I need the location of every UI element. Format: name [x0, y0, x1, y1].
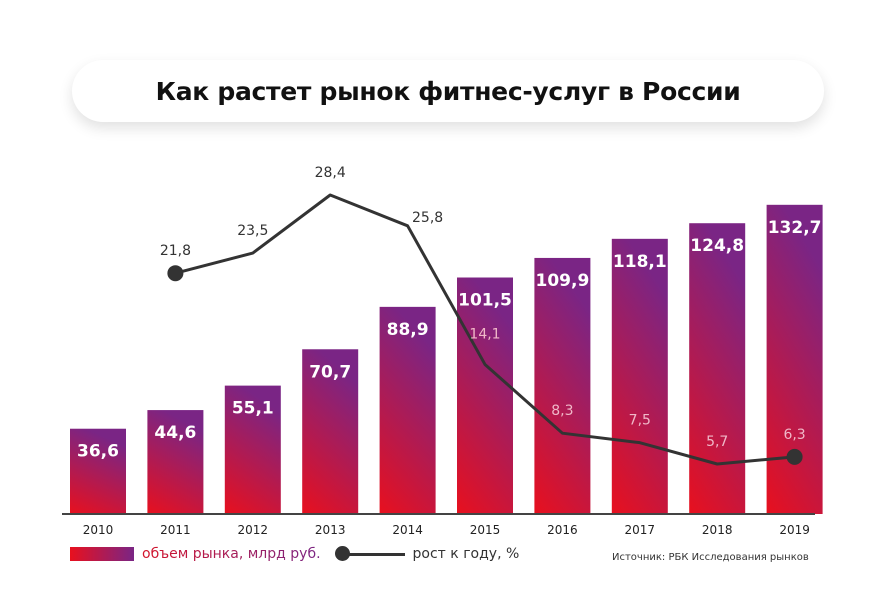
line-value-label: 14,1 — [469, 326, 500, 342]
line-value-label: 23,5 — [237, 223, 268, 239]
bar — [70, 428, 126, 514]
x-tick-label: 2013 — [315, 523, 346, 537]
x-tick-label: 2015 — [470, 523, 501, 537]
bar — [379, 306, 436, 514]
x-tick-label: 2012 — [238, 523, 269, 537]
bar — [689, 223, 746, 514]
line-value-label: 25,8 — [412, 210, 443, 226]
bar — [224, 385, 281, 514]
bar-value-label: 124,8 — [690, 236, 744, 256]
line-value-label: 21,8 — [160, 243, 191, 259]
x-tick-label: 2019 — [779, 523, 810, 537]
line-value-label: 5,7 — [706, 434, 728, 450]
bar — [457, 277, 513, 514]
line-value-label: 8,3 — [551, 403, 573, 419]
legend-bar-swatch — [70, 547, 134, 561]
bar-value-label: 118,1 — [613, 252, 667, 272]
bar — [766, 204, 823, 514]
growth-line — [175, 193, 795, 466]
x-tick-label: 2017 — [625, 523, 656, 537]
line-value-label: 7,5 — [629, 413, 651, 429]
bar-value-label: 36,6 — [77, 442, 119, 462]
bar-value-label: 70,7 — [309, 362, 351, 382]
bar-value-label: 44,6 — [154, 423, 196, 443]
legend: объем рынка, млрд руб. рост к году, % — [70, 546, 519, 562]
chart-title: Как растет рынок фитнес-услуг в России — [155, 76, 741, 106]
source-note: Источник: РБК Исследования рынков — [612, 552, 809, 563]
x-tick-label: 2018 — [702, 523, 733, 537]
bar-value-label: 109,9 — [536, 271, 590, 291]
bar-value-label: 132,7 — [768, 218, 822, 238]
x-tick-label: 2010 — [83, 523, 114, 537]
x-tick-label: 2011 — [160, 523, 191, 537]
bar-value-label: 88,9 — [387, 320, 429, 340]
bar-value-label: 55,1 — [232, 399, 274, 419]
title-box: Как растет рынок фитнес-услуг в России — [72, 60, 824, 122]
legend-line-swatch — [334, 546, 407, 561]
legend-bar-label: объем рынка, млрд руб. — [142, 546, 321, 562]
bar — [611, 238, 668, 514]
line-value-label: 6,3 — [783, 427, 805, 443]
bar — [534, 257, 591, 514]
legend-line-label: рост к году, % — [412, 546, 520, 562]
line-value-label: 28,4 — [315, 165, 346, 181]
x-tick-label: 2016 — [547, 523, 578, 537]
x-tick-label: 2014 — [392, 523, 423, 537]
line-start-dot — [167, 265, 184, 282]
bar — [147, 410, 204, 514]
line-end-dot — [786, 448, 803, 465]
bar — [302, 349, 359, 514]
bar-value-label: 101,5 — [458, 291, 512, 311]
